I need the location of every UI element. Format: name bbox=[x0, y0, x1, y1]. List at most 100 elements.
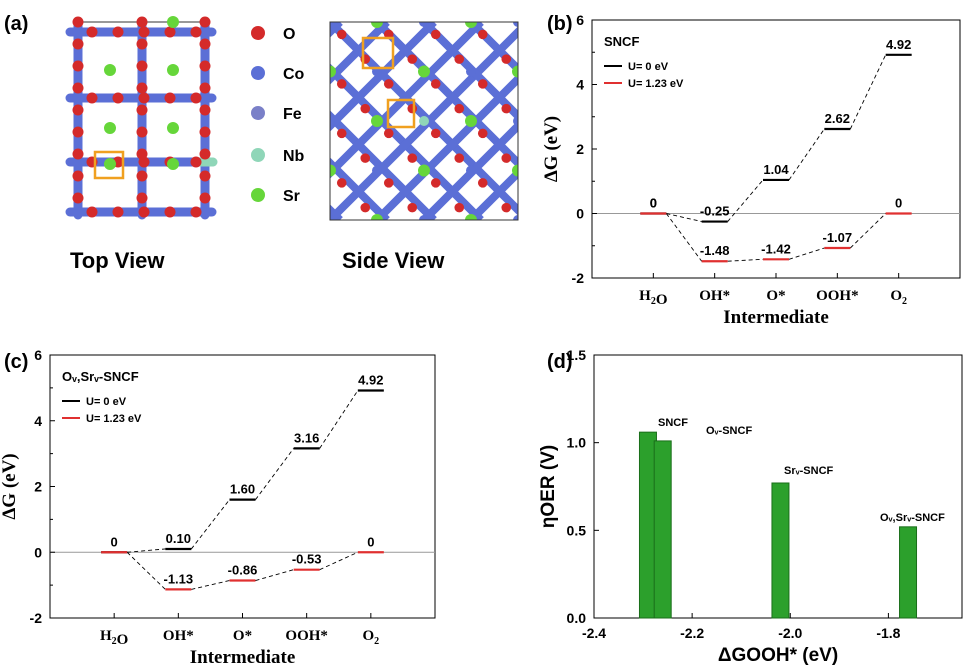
oxygen-atom bbox=[199, 148, 211, 160]
energy-value-label: 0 bbox=[650, 196, 657, 211]
y-tick-label: 1.5 bbox=[567, 347, 587, 363]
y-tick-label: -2 bbox=[572, 270, 585, 286]
legend-atom-label: Nb bbox=[283, 148, 305, 165]
connector-line bbox=[788, 128, 825, 181]
oxygen-atom bbox=[86, 26, 98, 38]
oxygen-atom bbox=[190, 156, 202, 168]
bond bbox=[612, 22, 810, 220]
x-tick-label: -1.8 bbox=[876, 625, 900, 641]
oxygen-atom bbox=[430, 178, 441, 188]
x-category-label: OH* bbox=[163, 628, 194, 644]
oxygen-atom bbox=[136, 126, 148, 138]
strontium-atom bbox=[167, 158, 179, 170]
oxygen-atom bbox=[383, 178, 394, 188]
bond bbox=[95, 22, 293, 220]
legend-atom-fe-icon bbox=[251, 106, 265, 120]
strontium-atom bbox=[330, 164, 336, 177]
connector-line bbox=[666, 213, 702, 223]
y-axis-label: ηOER (V) bbox=[538, 445, 559, 528]
strontium-atom bbox=[167, 64, 179, 76]
oxygen-atom bbox=[501, 103, 512, 114]
y-axis-label: ΔG (eV) bbox=[541, 116, 562, 182]
side-view-structure bbox=[95, 21, 904, 221]
connector-line bbox=[191, 580, 230, 590]
energy-value-label: 3.16 bbox=[294, 430, 319, 445]
oxygen-atom bbox=[190, 206, 202, 218]
strontium-atom bbox=[167, 16, 179, 28]
bond bbox=[330, 204, 343, 220]
metal-atom bbox=[330, 22, 335, 27]
oxygen-atom bbox=[112, 92, 124, 104]
energy-value-label: 2.62 bbox=[825, 111, 850, 126]
y-tick-label: 1.0 bbox=[567, 435, 587, 451]
oxygen-atom bbox=[477, 178, 488, 188]
legend-atom-label: O bbox=[283, 26, 295, 43]
strontium-atom bbox=[465, 22, 477, 28]
bond bbox=[330, 22, 343, 38]
energy-value-label: 0 bbox=[650, 196, 657, 211]
strontium-atom bbox=[465, 115, 477, 127]
oxygen-atom bbox=[72, 170, 84, 182]
metal-atom bbox=[513, 215, 518, 220]
y-tick-label: 0.5 bbox=[567, 522, 587, 538]
oxygen-atom bbox=[360, 202, 371, 213]
oxygen-atom bbox=[477, 29, 488, 40]
legend-label: U= 1.23 eV bbox=[628, 78, 684, 90]
oxygen-atom bbox=[136, 192, 148, 204]
bond bbox=[95, 22, 293, 220]
panel-label-b: (b) bbox=[547, 13, 573, 35]
energy-value-label: -0.86 bbox=[228, 563, 258, 578]
bar bbox=[771, 482, 790, 619]
oxygen-atom bbox=[477, 128, 488, 139]
bond bbox=[706, 22, 904, 220]
energy-value-label: -1.07 bbox=[823, 230, 853, 245]
panel-label-a: (a) bbox=[4, 13, 28, 35]
oxygen-atom bbox=[136, 104, 148, 116]
oxygen-atom bbox=[454, 54, 465, 64]
energy-value-label: 1.04 bbox=[763, 162, 789, 177]
legend-atom-label: Fe bbox=[283, 106, 302, 123]
oxygen-atom bbox=[138, 26, 150, 38]
oxygen-atom bbox=[72, 192, 84, 204]
energy-value-label: -1.13 bbox=[164, 571, 194, 586]
bar bbox=[899, 526, 918, 619]
energy-value-label: -1.48 bbox=[700, 243, 730, 258]
oxygen-atom bbox=[430, 29, 441, 40]
oxygen-atom bbox=[501, 202, 512, 213]
bar-annotation: Oᵥ,Srᵥ-SNCF bbox=[880, 512, 945, 524]
vacancy-highlight-box bbox=[361, 36, 395, 70]
bond bbox=[612, 22, 810, 220]
connector-line bbox=[727, 179, 764, 222]
side-view-lattice bbox=[95, 22, 904, 220]
strontium-atom bbox=[418, 164, 430, 177]
x-category-label: O2 bbox=[362, 628, 379, 647]
legend-atom-nb-icon bbox=[251, 148, 265, 162]
connector-line bbox=[190, 499, 230, 550]
connector-line bbox=[127, 548, 166, 553]
x-tick-label: -2.0 bbox=[778, 625, 802, 641]
connector-line bbox=[255, 569, 294, 581]
energy-value-label: -1.42 bbox=[761, 241, 791, 256]
x-category-label: O* bbox=[233, 628, 252, 644]
bar bbox=[653, 440, 672, 619]
x-category-label: H2O bbox=[100, 628, 128, 648]
side-view-frame bbox=[329, 21, 519, 221]
legend-atom-co-icon bbox=[251, 66, 265, 80]
oxygen-atom bbox=[164, 206, 176, 218]
strontium-atom bbox=[104, 64, 116, 76]
legend-label: U= 0 eV bbox=[628, 61, 669, 73]
y-axis-label: ΔG (eV) bbox=[0, 453, 20, 519]
side-view-caption: Side View bbox=[342, 248, 445, 273]
oxygen-atom bbox=[336, 178, 347, 188]
vacancy-highlight-box bbox=[386, 98, 416, 129]
y-tick-label: 6 bbox=[34, 347, 42, 363]
y-tick-label: 4 bbox=[576, 77, 584, 93]
legend-atom-label: Sr bbox=[283, 188, 300, 205]
oxygen-atom bbox=[407, 103, 418, 114]
x-category-label: OOH* bbox=[285, 628, 328, 644]
strontium-atom bbox=[512, 164, 518, 177]
oxygen-atom bbox=[199, 104, 211, 116]
connector-line bbox=[788, 247, 825, 260]
strontium-atom bbox=[104, 122, 116, 134]
